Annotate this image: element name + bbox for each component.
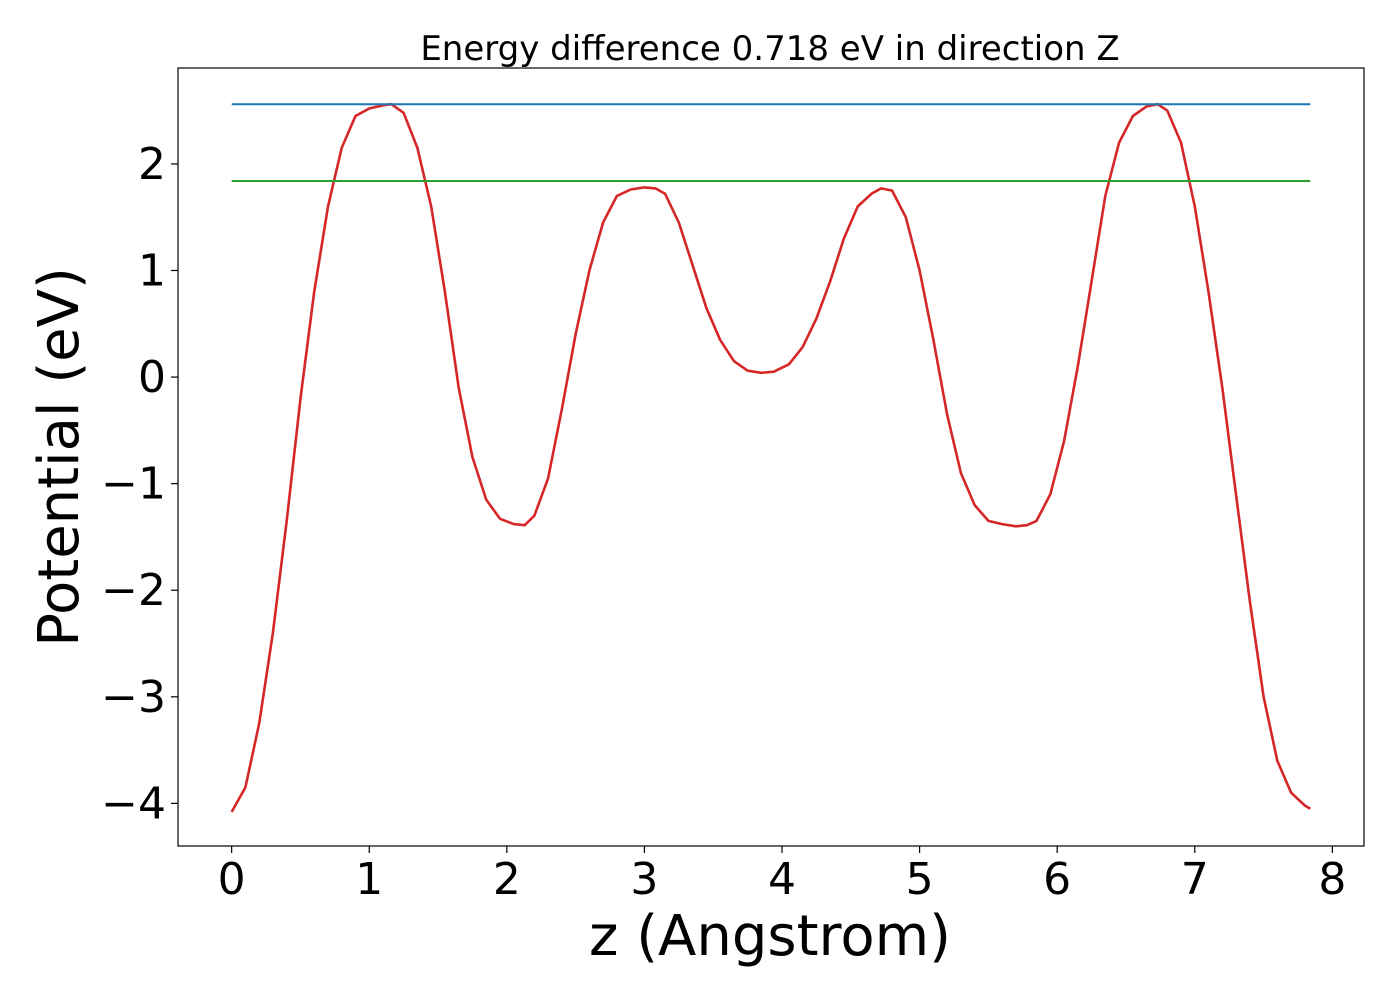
y-axis-ticks: −4 −3 −2 −1 0 1 2 [101, 139, 178, 829]
x-tick-label: 1 [355, 854, 383, 905]
y-tick-label: −3 [101, 672, 166, 723]
y-tick-label: −4 [101, 778, 166, 829]
y-tick-label: −1 [101, 459, 166, 510]
y-tick-label: −2 [101, 565, 166, 616]
y-tick-label: 0 [138, 352, 166, 403]
y-axis-label: Potential (eV) [27, 267, 92, 647]
x-tick-label: 2 [493, 854, 521, 905]
x-tick-label: 7 [1181, 854, 1209, 905]
x-axis-ticks: 0 1 2 3 4 5 6 7 8 [218, 846, 1346, 905]
x-tick-label: 3 [630, 854, 658, 905]
x-tick-label: 8 [1318, 854, 1346, 905]
y-tick-label: 2 [138, 139, 166, 190]
x-tick-label: 4 [768, 854, 796, 905]
plot-area-frame [177, 67, 1365, 847]
series-layer [230, 102, 1311, 813]
chart-title: Energy difference 0.718 eV in direction … [420, 29, 1119, 69]
y-tick-label: 1 [138, 245, 166, 296]
x-tick-label: 5 [906, 854, 934, 905]
x-tick-label: 0 [218, 854, 246, 905]
x-axis-label: z (Angstrom) [589, 904, 951, 969]
x-tick-label: 6 [1043, 854, 1071, 905]
series-line-0 [230, 102, 1311, 813]
